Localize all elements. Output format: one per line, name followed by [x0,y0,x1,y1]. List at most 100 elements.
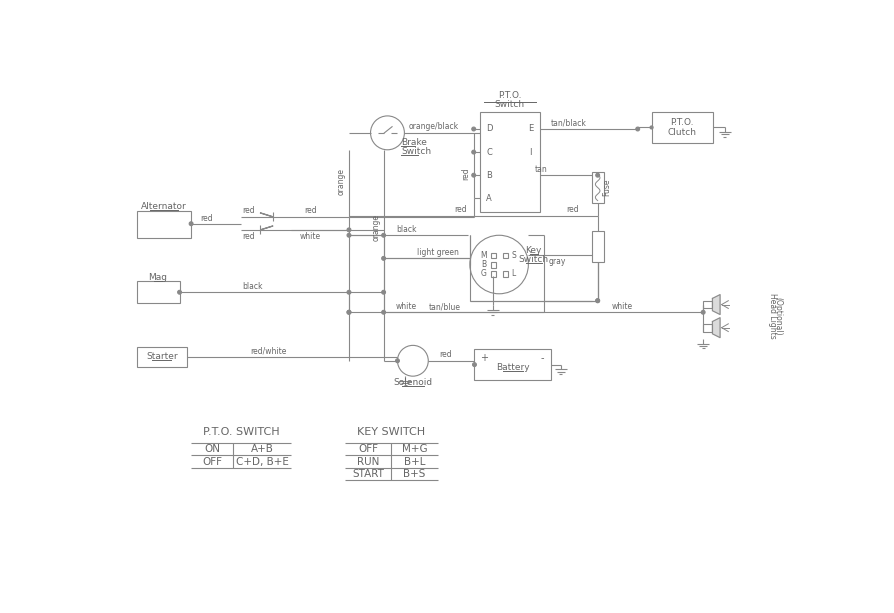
Circle shape [649,126,653,129]
Bar [591,172,603,203]
Circle shape [595,173,599,177]
Text: Switch: Switch [519,256,548,264]
Text: RUN: RUN [357,457,379,466]
Circle shape [381,310,385,314]
Text: tan: tan [535,164,547,173]
Bar [490,262,495,268]
Text: +: + [479,354,487,364]
Circle shape [635,127,639,131]
Text: D: D [485,124,492,134]
Text: C: C [485,148,492,156]
Text: Key: Key [525,246,542,255]
Text: I: I [529,148,531,156]
Bar [591,232,603,262]
Text: B+L: B+L [403,457,425,466]
Text: white: white [611,302,632,311]
Circle shape [347,310,350,314]
Text: Alternator: Alternator [141,202,187,211]
Text: red: red [454,205,467,215]
Circle shape [471,150,475,154]
Text: S: S [510,251,516,260]
Bar [703,324,712,332]
Text: Fuse: Fuse [602,179,611,196]
Circle shape [177,291,181,294]
Bar [137,281,180,303]
Text: ON: ON [204,444,220,454]
Text: red: red [242,206,255,215]
Text: P.T.O.: P.T.O. [498,91,521,100]
Circle shape [347,310,350,314]
Text: B: B [481,260,486,269]
Text: black: black [396,224,417,234]
Circle shape [347,228,350,232]
Circle shape [381,234,385,237]
Text: E: E [527,124,533,134]
Text: red: red [461,167,470,180]
Text: black: black [242,281,263,291]
Text: orange/black: orange/black [409,122,459,131]
Text: P.T.O.: P.T.O. [670,118,694,126]
Polygon shape [260,213,273,217]
Bar [479,112,539,212]
Text: KEY SWITCH: KEY SWITCH [357,427,425,436]
Bar [490,253,495,258]
Text: P.T.O. SWITCH: P.T.O. SWITCH [203,427,279,436]
Circle shape [595,299,599,303]
Text: Brake: Brake [401,137,426,147]
Circle shape [381,291,385,294]
Text: -: - [540,354,544,364]
Bar [502,272,508,277]
Text: gray: gray [547,257,565,266]
Text: red: red [242,232,255,240]
Text: white: white [299,232,321,240]
Text: A+B: A+B [250,444,273,454]
Text: L: L [510,269,515,278]
Text: Mag: Mag [148,273,167,282]
Text: B+S: B+S [403,469,426,479]
Circle shape [189,222,193,226]
Text: OFF: OFF [358,444,378,454]
Text: M+G: M+G [401,444,426,454]
Text: Battery: Battery [495,363,529,372]
Text: tan/black: tan/black [550,118,586,128]
Text: red: red [565,205,578,215]
Circle shape [595,299,599,303]
Text: OFF: OFF [202,457,222,466]
Circle shape [471,127,475,131]
Text: M: M [479,251,486,260]
Text: START: START [352,469,384,479]
Circle shape [347,234,350,237]
Text: G: G [480,269,486,278]
Text: red: red [200,214,213,223]
Text: red/white: red/white [249,346,286,356]
Text: Starter: Starter [146,352,178,362]
Text: Switch: Switch [401,147,431,156]
Text: Solenoid: Solenoid [392,378,432,387]
Circle shape [472,363,476,367]
Text: white: white [396,302,417,311]
Circle shape [471,173,475,177]
Text: light green: light green [416,248,458,257]
Bar [490,272,495,277]
Text: red: red [438,350,451,359]
Text: orange: orange [336,168,345,195]
Polygon shape [712,295,720,314]
Circle shape [395,359,399,363]
Text: tan/blue: tan/blue [429,302,460,311]
Text: red: red [304,206,316,215]
Polygon shape [260,226,273,230]
Text: B: B [485,170,492,180]
Circle shape [701,310,704,314]
Text: A: A [485,194,492,203]
Circle shape [381,256,385,261]
Bar [137,347,187,367]
Text: Switch: Switch [494,100,525,109]
Text: orange: orange [371,214,380,241]
Polygon shape [712,318,720,338]
Bar [502,253,508,258]
Bar [137,211,191,238]
Text: C+D, B+E: C+D, B+E [235,457,288,466]
Bar [703,301,712,308]
Bar [651,112,713,143]
Circle shape [347,291,350,294]
